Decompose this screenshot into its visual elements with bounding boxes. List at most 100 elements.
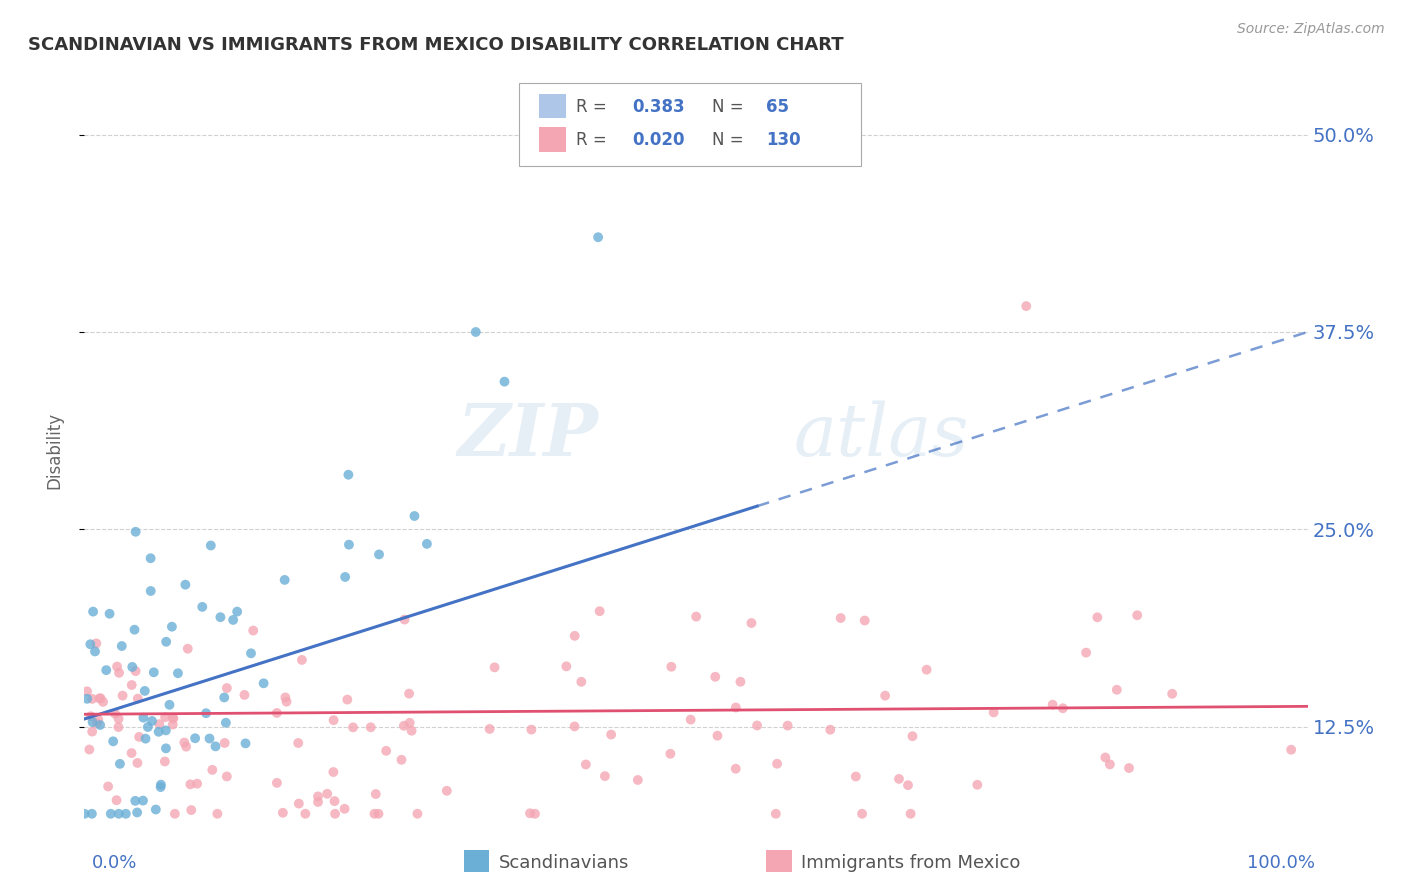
Point [851,806,873,821]
Point [333,570,356,584]
Point [163,806,186,821]
Point [127,805,149,820]
Point [235,736,257,750]
Point [233,688,256,702]
Point [80,806,103,821]
Point [155,634,177,648]
Point [364,787,387,801]
Point [104,706,127,721]
Point [627,772,650,787]
Point [436,784,458,798]
Point [195,706,218,721]
Point [173,735,195,749]
Point [316,787,339,801]
Point [73,806,96,821]
Point [342,720,364,734]
Point [685,609,707,624]
Text: N =: N = [711,130,744,149]
Point [179,777,201,791]
Point [404,508,426,523]
Point [86,636,108,650]
Point [966,778,988,792]
Point [745,718,768,732]
Point [167,666,190,681]
Text: 0.383: 0.383 [633,98,685,116]
Point [80,709,103,723]
Point [124,524,146,539]
Point [111,639,134,653]
Point [184,731,207,746]
Point [226,605,249,619]
Point [107,806,129,821]
Point [148,724,170,739]
Point [266,776,288,790]
Point [121,746,143,760]
Point [148,717,170,731]
Point [983,706,1005,720]
Point [127,756,149,770]
Point [901,729,924,743]
Point [105,793,128,807]
Point [336,692,359,706]
Point [1085,610,1108,624]
Point [589,604,612,618]
Point [897,778,920,792]
Point [124,794,146,808]
Point [214,736,236,750]
Point [132,711,155,725]
Point [174,739,197,754]
Point [149,780,172,794]
Point [853,614,876,628]
Point [155,723,177,738]
Point [121,678,143,692]
Point [363,806,385,821]
Point [464,325,486,339]
Point [155,741,177,756]
Point [1098,757,1121,772]
Point [730,674,752,689]
Point [115,806,138,821]
Point [124,664,146,678]
Point [135,731,157,746]
Point [307,795,329,809]
Point [406,806,429,821]
Point [159,698,181,712]
Point [1052,701,1074,715]
Point [198,731,221,746]
Point [180,803,202,817]
Point [307,789,329,804]
Point [242,624,264,638]
Point [207,806,229,821]
Point [215,715,238,730]
Point [875,689,897,703]
Point [323,806,346,821]
Point [706,729,728,743]
Text: 0.020: 0.020 [633,130,685,149]
Point [569,674,592,689]
Point [740,615,762,630]
Point [1042,698,1064,712]
Point [252,676,274,690]
Text: 100.0%: 100.0% [1247,854,1315,871]
Point [162,717,184,731]
Point [105,659,128,673]
Point [89,691,111,706]
Point [108,665,131,680]
Point [322,713,344,727]
Point [124,623,146,637]
Point [108,756,131,771]
Point [398,715,420,730]
Point [136,720,159,734]
Point [111,689,134,703]
Point [766,756,789,771]
Point [200,539,222,553]
Point [887,772,910,786]
Point [271,805,294,820]
Point [145,803,167,817]
Point [132,794,155,808]
Point [375,744,398,758]
Point [478,722,501,736]
Point [82,724,104,739]
Text: Scandinavians: Scandinavians [499,854,630,871]
Point [776,718,799,732]
